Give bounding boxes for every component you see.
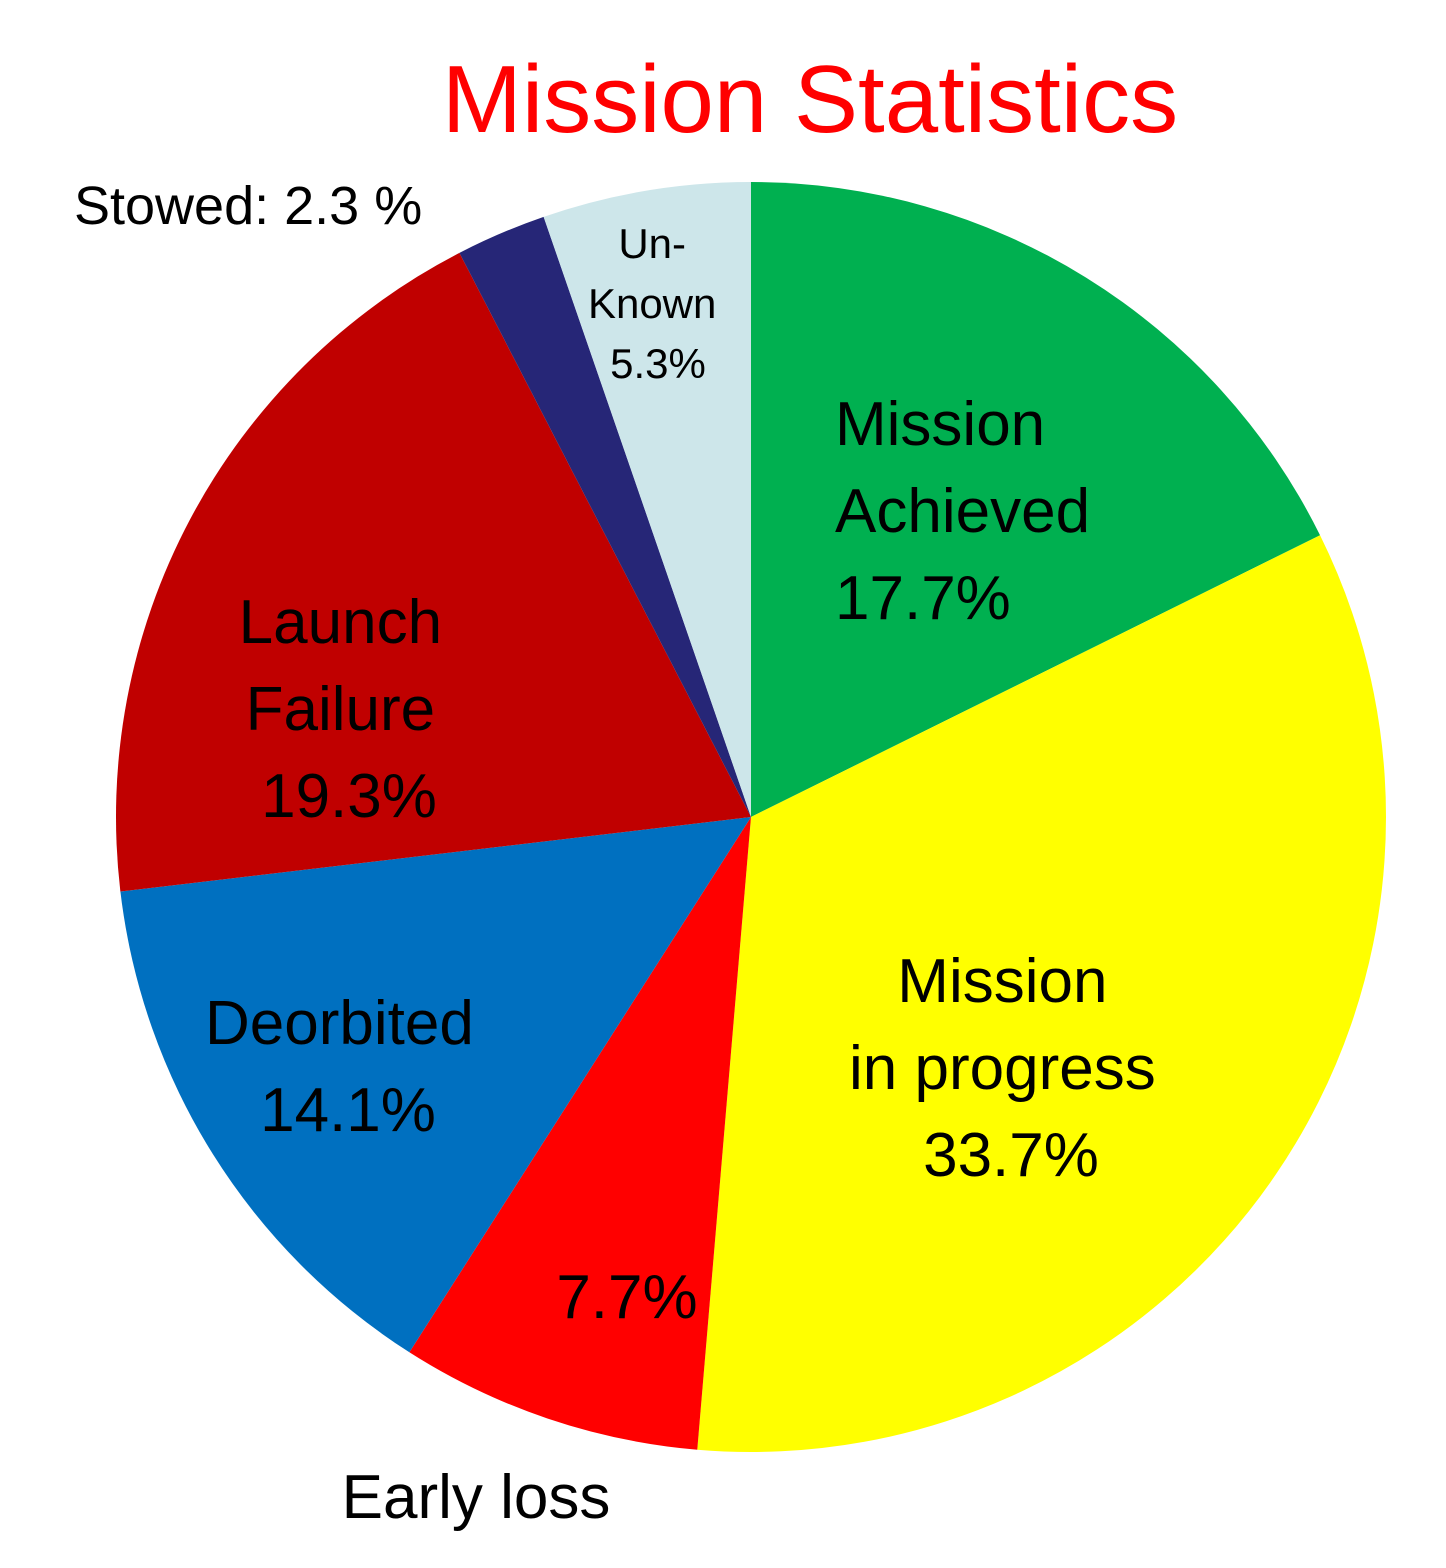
- pie-slice-unknown: [543, 182, 751, 817]
- pie-slice-launch-failure: [115, 252, 751, 892]
- pie-slices: [115, 182, 1386, 1452]
- pie-slice-mission-in-progress: [697, 535, 1386, 1452]
- pie-slice-mission-achieved: [751, 182, 1321, 817]
- pie-slice-stowed: [459, 216, 751, 817]
- slice-label-deorbited: Deorbited 14.1%: [205, 989, 491, 1145]
- slice-label-early-loss-value: 7.7%: [556, 1263, 697, 1332]
- slice-label-stowed: Stowed: 2.3 %: [74, 176, 422, 236]
- slice-label-mission-in-progress: Mission in progress 33.7%: [849, 947, 1173, 1190]
- pie-slice-early-loss: [409, 817, 751, 1450]
- chart-title: Mission Statistics: [442, 46, 1178, 153]
- pie-slice-deorbited: [120, 817, 751, 1353]
- slice-label-early-loss-name: Early loss: [342, 1463, 611, 1532]
- slice-label-unknown: Un- Known 5.3%: [588, 220, 728, 387]
- slice-label-mission-achieved: Mission Achieved 17.7%: [835, 390, 1107, 633]
- slice-label-launch-failure: Launch Failure 19.3%: [239, 588, 460, 831]
